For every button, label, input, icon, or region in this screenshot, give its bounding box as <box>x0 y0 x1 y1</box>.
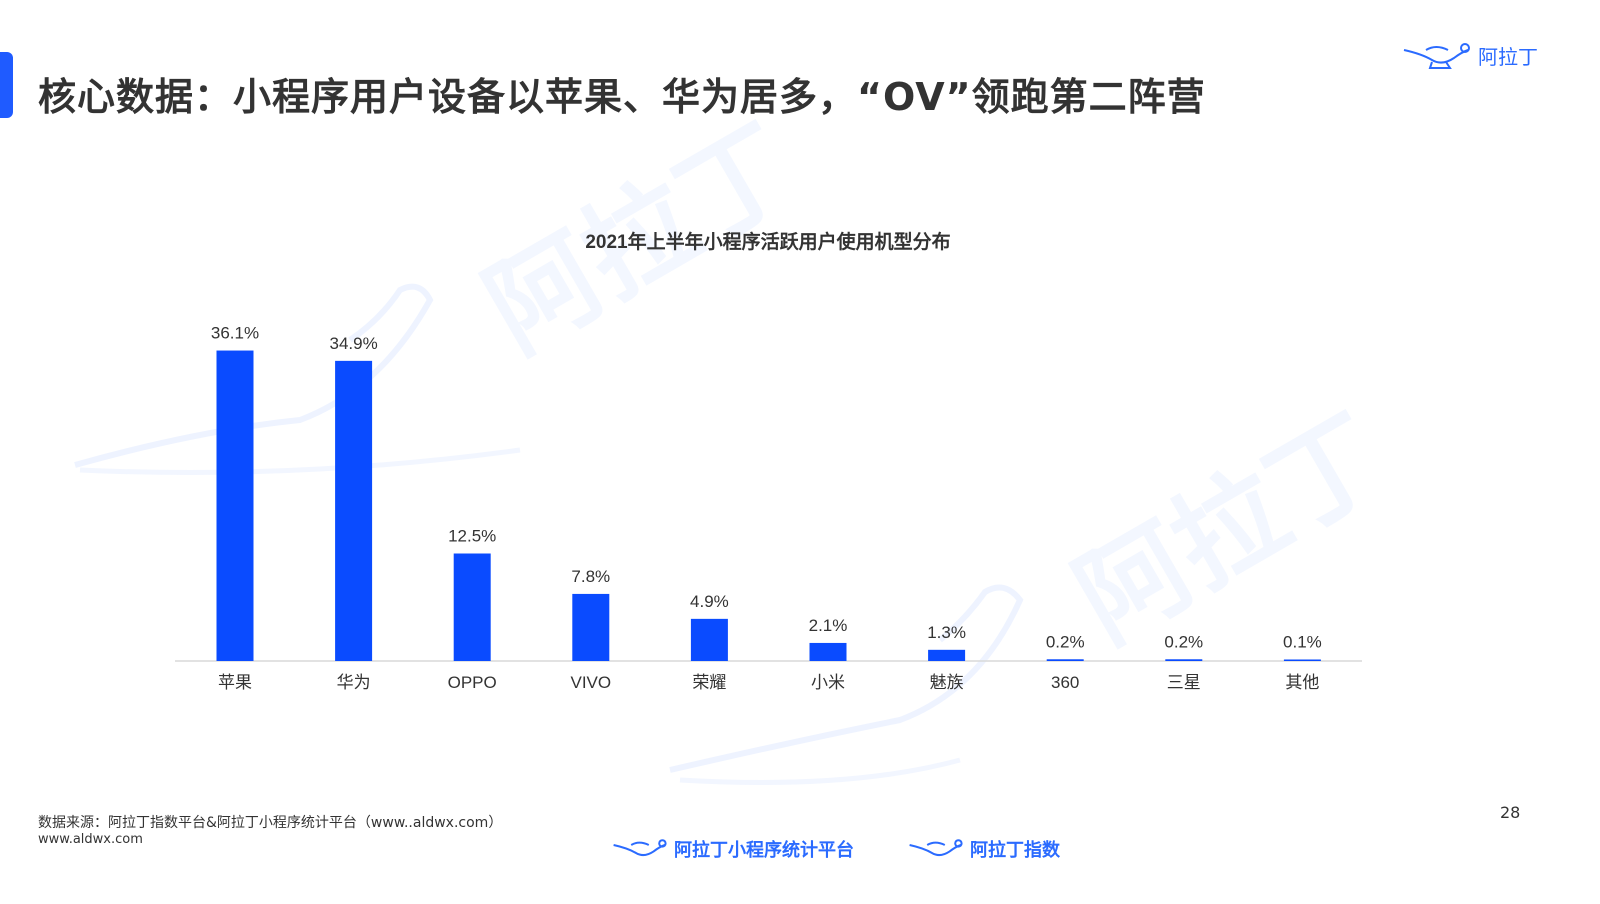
data-label: 0.2% <box>1046 632 1085 651</box>
bar-5 <box>809 642 847 661</box>
page-number: 28 <box>1500 803 1521 822</box>
magic-lamp-icon <box>613 839 667 857</box>
brand-logo-text: 阿拉丁 <box>1478 44 1538 69</box>
slide-title: 核心数据：小程序用户设备以苹果、华为居多，“OV”领跑第二阵营 <box>38 75 1206 119</box>
data-label: 0.1% <box>1283 633 1322 652</box>
bar-8 <box>1165 659 1203 661</box>
category-label: VIVO <box>570 673 611 692</box>
footer-logo-stats-platform: 阿拉丁小程序统计平台 <box>612 836 854 862</box>
website-url: www.aldwx.com <box>38 832 143 847</box>
bar-2 <box>453 553 491 661</box>
bar-6 <box>928 649 966 661</box>
category-label: 小米 <box>811 673 845 692</box>
bar-9 <box>1283 659 1321 661</box>
bar-0 <box>216 350 254 661</box>
data-label: 2.1% <box>809 616 848 635</box>
bar-7 <box>1046 659 1084 661</box>
data-label: 12.5% <box>448 527 496 546</box>
footer-logo-text: 阿拉丁指数 <box>970 840 1060 861</box>
data-label: 1.3% <box>927 623 966 642</box>
data-label: 0.2% <box>1164 632 1203 651</box>
bar-3 <box>572 593 610 661</box>
magic-lamp-icon <box>909 839 963 857</box>
category-label: 360 <box>1051 673 1079 692</box>
magic-lamp-icon <box>1403 43 1470 69</box>
footer-logo-text: 阿拉丁小程序统计平台 <box>674 840 854 861</box>
footer-logo-index: 阿拉丁指数 <box>908 836 1060 862</box>
category-label: 苹果 <box>218 673 252 692</box>
category-label: 荣耀 <box>692 673 726 692</box>
category-label: 华为 <box>337 673 371 692</box>
data-label: 34.9% <box>329 334 377 353</box>
category-label: 三星 <box>1167 673 1201 692</box>
chart-title: 2021年上半年小程序活跃用户使用机型分布 <box>585 230 950 253</box>
data-source: 数据来源：阿拉丁指数平台&阿拉丁小程序统计平台（www..aldwx.com） <box>38 815 503 831</box>
category-label: 其他 <box>1285 673 1319 692</box>
brand-logo: 阿拉丁 <box>1402 40 1538 70</box>
bars-group: 36.1% 苹果 34.9% 华为 12.5% OPPO 7.8% VIVO 4.9% 荣耀 2.1… <box>211 324 1322 692</box>
category-label: OPPO <box>448 673 497 692</box>
data-label: 36.1% <box>211 324 259 343</box>
bar-4 <box>690 618 728 661</box>
bar-1 <box>335 360 373 661</box>
category-label: 魅族 <box>930 673 964 692</box>
data-label: 7.8% <box>571 567 610 586</box>
title-accent-bar <box>0 52 13 118</box>
data-label: 4.9% <box>690 592 729 611</box>
